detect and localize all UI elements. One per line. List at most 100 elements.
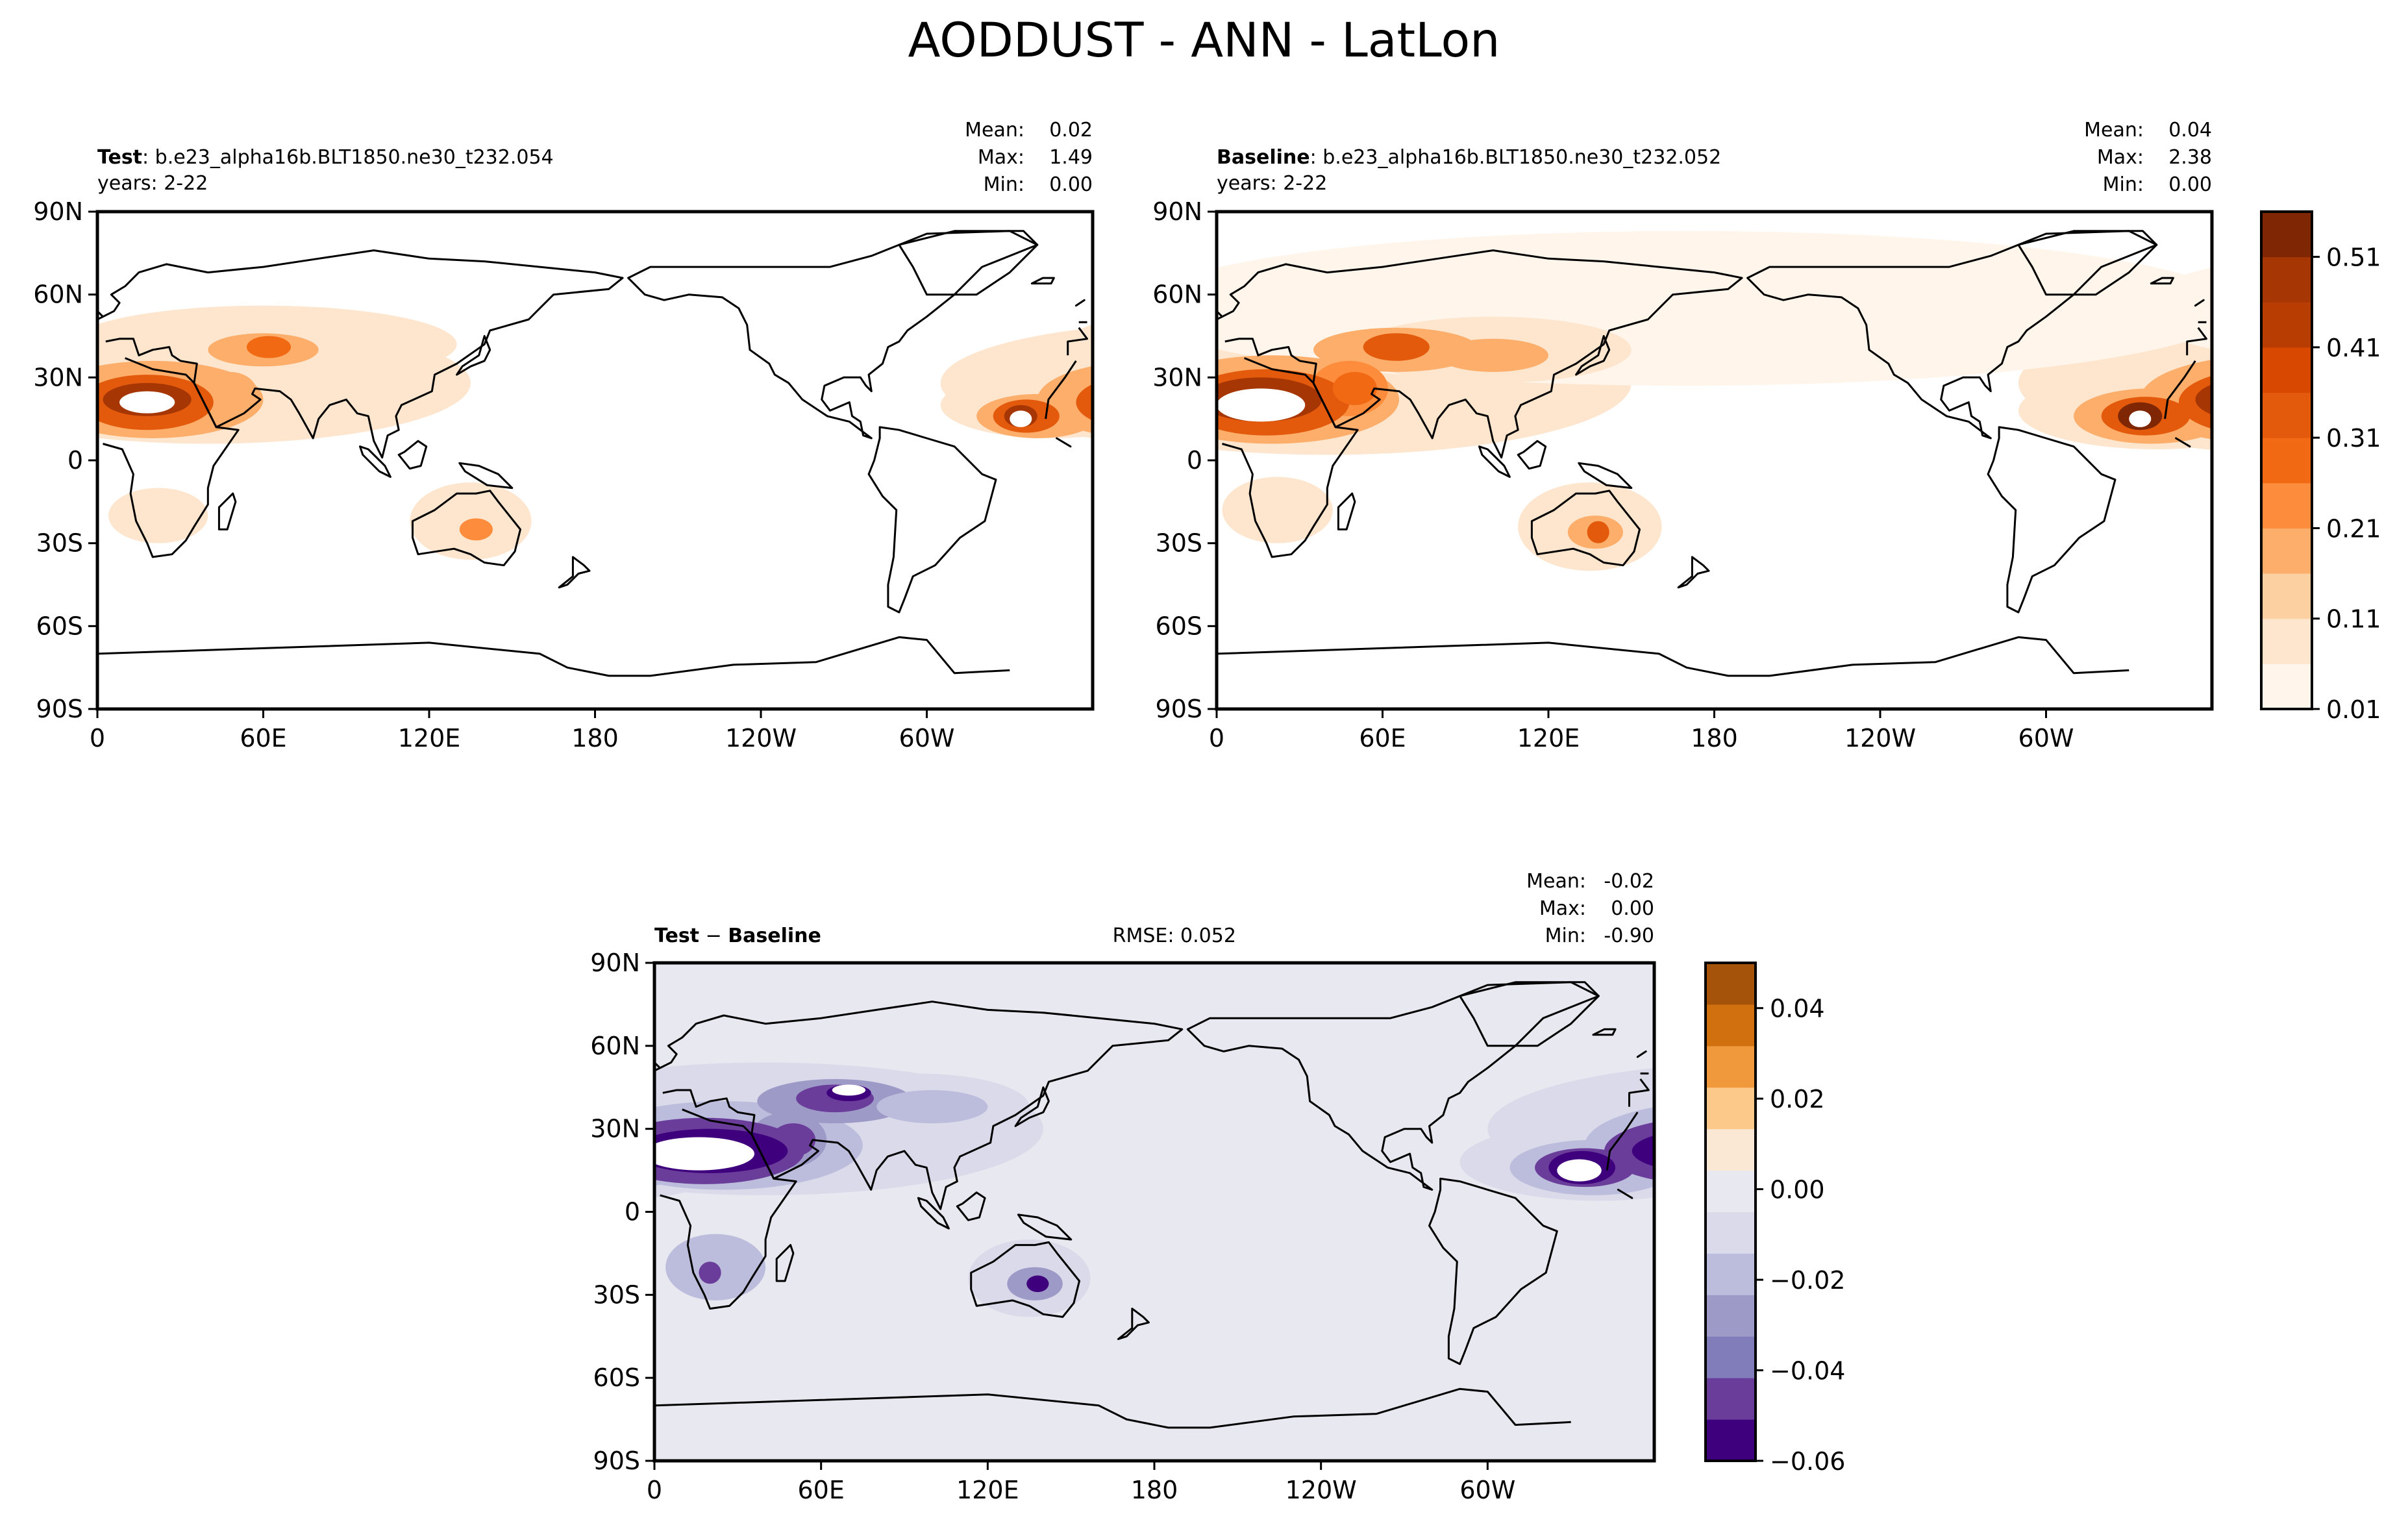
colorbar-swatch [2261,664,2312,710]
coastline-japan [1014,1086,1050,1127]
contour-blob [1076,384,1093,421]
stat-key: Max: [978,146,1024,169]
x-tick-label: 120W [725,724,797,752]
stat-value: -0.90 [1604,925,1654,947]
coastline-new-guinea [458,462,514,490]
contour-blob [0,1239,91,1317]
coastline-new-guinea [1578,462,1633,490]
coastline-new-zealand [1117,1308,1150,1340]
y-tick-label: 60S [593,1363,640,1392]
panel-years: years: 2-22 [1217,172,1327,195]
panel-rmse: RMSE: 0.052 [1113,925,1236,947]
colorbar-swatch [1706,1087,1756,1130]
y-tick-label: 30S [1156,529,1202,558]
x-tick-label: 0 [90,724,105,752]
x-tick-label: 180 [571,724,619,752]
contour-out-of-range [654,1137,754,1171]
contour-out-of-range [119,391,175,414]
panel-years: years: 2-22 [97,172,208,195]
colorbar-swatch [2261,256,2312,303]
contour-blob [2129,267,2212,349]
colorbar-frame [2260,210,2313,710]
y-tick-label: 60N [1152,280,1202,309]
colorbar-swatch [1706,1253,1756,1295]
contour-blob [2007,1267,2063,1300]
colorbar-swatch [2261,482,2312,528]
contour-out-of-range [1557,1159,1602,1182]
contour-blob [1123,403,1167,430]
contour-blob [1106,397,1195,436]
x-tick-label: 180 [1691,724,1738,752]
colorbar-swatch [1706,1336,1756,1378]
y-tick-label: 60N [590,1032,640,1060]
x-tick-label: 120E [398,724,461,752]
contour-blob [1332,371,1377,405]
colorbar-swatch [1706,1045,1756,1088]
contour-out-of-range [1217,388,1306,422]
contour-out-of-range [2129,410,2152,427]
y-tick-label: 30N [1152,363,1202,392]
panel-label-bold: Baseline [728,925,821,947]
contour-blob [459,518,493,541]
coastline-antarctica [654,1387,1571,1461]
coastline-greenland [1459,981,1600,1047]
contour-blob [876,1090,988,1124]
contour-blob [0,1073,30,1139]
colorbar-swatch [2261,212,2312,258]
contour-blob [2195,384,2212,415]
contour-blob [1222,477,1333,543]
coastline-japan [1575,335,1611,376]
x-tick-label: 120W [1844,724,1916,752]
colorbar-swatch [1706,1212,1756,1254]
coastline-borneo [397,440,428,470]
contour-out-of-range [1010,410,1032,427]
y-tick-label: 90N [1152,197,1202,226]
coastline-sumatra [1478,445,1511,478]
colorbar-swatch [1706,1128,1756,1171]
map-panel-diff: 0 60E 120E 180 120W 60W 90N 60N 30N 0 30S 60S 90S Tes… [0,870,2063,1504]
colorbar-swatch [2261,573,2312,619]
contour-blob [549,1151,615,1184]
stat-value: 2.38 [2168,146,2212,169]
contour-blob [1026,1275,1049,1293]
colorbar-tick-label: 0.21 [2326,514,2381,543]
coastline-new-zealand [1677,556,1710,589]
colorbar-swatch [2261,302,2312,348]
colorbar-swatch [1706,1378,1756,1420]
x-tick-label: 180 [1131,1476,1178,1504]
x-tick-label: 0 [647,1476,662,1504]
y-tick-label: 90S [1156,695,1202,723]
coastline-japan [456,335,491,376]
contour-blob [202,371,258,416]
contour-fill-layer [0,1062,2063,1317]
colorbar-swatch [2261,618,2312,664]
contour-out-of-range [832,1084,866,1096]
stat-value: 0.00 [1611,897,1654,920]
y-tick-label: 30N [590,1115,640,1143]
y-tick-label: 0 [625,1198,640,1226]
colorbar-swatch [1706,963,1756,1005]
map-background [654,963,1654,1461]
colorbar-swatch [2261,528,2312,574]
contour-blob [1587,521,1609,543]
map-panel-baseline: 0 60E 120E 180 120W 60W 90N 60N 30N 0 30S 60S 90S Bas… [1106,119,2214,752]
panel-label-rest: − [699,925,728,947]
y-tick-label: 0 [1187,446,1202,475]
coastline-eurasia [654,1001,1650,1210]
coastline-borneo [1517,440,1547,470]
colorbar-swatch [1706,1004,1756,1047]
contour-blob [9,405,42,427]
coastline-madagascar [775,1244,795,1282]
colorbar-tick-label: 0.04 [1770,995,1825,1023]
contour-blob [1065,324,1093,364]
coastline-antarctica [1217,636,2129,709]
colorbar-swatch [2261,438,2312,484]
stat-value: 0.04 [2168,119,2212,142]
coastline-sumatra [917,1197,950,1230]
colorbar-swatch [2261,347,2312,393]
x-tick-label: 0 [1209,724,1224,752]
colorbar-tick-label: 0.01 [2326,695,2381,724]
coastline-eurasia [1217,249,2207,459]
colorbar-diff: 0.04 0.02 0.00 −0.02 −0.04 −0.06 [1704,962,1845,1476]
x-tick-label: 60W [899,724,955,752]
